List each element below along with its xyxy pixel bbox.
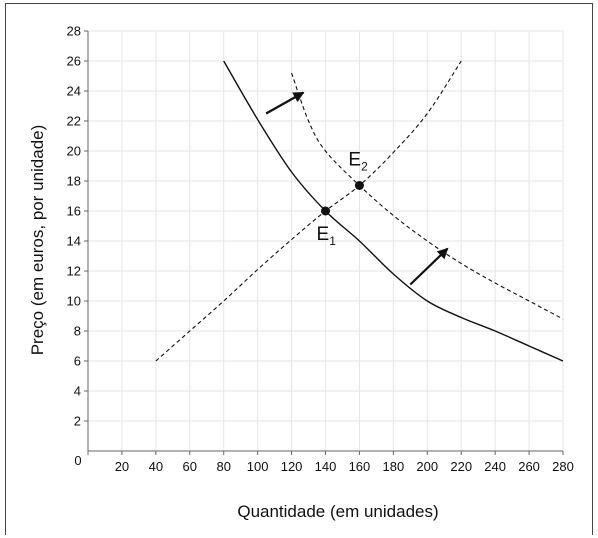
x-tick-label: 180 xyxy=(383,459,405,474)
shift-arrow xyxy=(409,247,449,286)
y-tick-label: 10 xyxy=(67,294,81,309)
y-tick-label: 14 xyxy=(67,234,81,249)
x-tick-label: 20 xyxy=(115,459,129,474)
y-tick-label: 26 xyxy=(67,54,81,69)
y-tick-label: 8 xyxy=(74,324,81,339)
y-tick-label: 18 xyxy=(67,174,81,189)
axes xyxy=(84,30,564,455)
shift-arrows xyxy=(265,91,449,286)
x-tick-label: 200 xyxy=(416,459,438,474)
x-tick-label: 120 xyxy=(281,459,303,474)
x-axis-label: Quantidade (em unidades) xyxy=(237,502,438,521)
equilibrium-label: E2 xyxy=(348,150,368,174)
x-tick-label: 100 xyxy=(247,459,269,474)
supply-curve xyxy=(155,60,462,362)
equilibrium-point xyxy=(321,206,330,216)
curves xyxy=(155,60,564,362)
y-tick-label: 2 xyxy=(74,414,81,429)
y-tick-label: 20 xyxy=(67,144,81,159)
y-tick-label: 16 xyxy=(67,204,81,219)
x-tick-label: 240 xyxy=(484,459,506,474)
y-tick-label: 22 xyxy=(67,114,81,129)
y-tick-label: 12 xyxy=(67,264,81,279)
grid xyxy=(88,30,564,451)
equilibrium-points: E1 E2 xyxy=(317,150,369,249)
x-tick-label: 60 xyxy=(183,459,197,474)
x-tick-label: 280 xyxy=(552,459,574,474)
shift-arrow xyxy=(265,91,305,115)
x-tick-label: 220 xyxy=(450,459,472,474)
x-tick-label: 0 xyxy=(74,453,81,468)
y-tick-label: 6 xyxy=(74,354,81,369)
equilibrium-point xyxy=(354,181,364,190)
x-tick-label: 140 xyxy=(315,459,337,474)
y-tick-label: 24 xyxy=(67,84,81,99)
x-tick-label: 40 xyxy=(149,459,163,474)
y-tick-label: 28 xyxy=(67,24,81,39)
x-tick-label: 260 xyxy=(518,459,540,474)
y-tick-label: 4 xyxy=(74,384,81,399)
x-tick-label: 80 xyxy=(216,459,230,474)
x-tick-label: 160 xyxy=(349,459,371,474)
y-axis-label: Preço (em euros, por unidade) xyxy=(28,125,47,356)
equilibrium-label: E1 xyxy=(317,224,337,248)
demand-curve xyxy=(223,60,564,362)
